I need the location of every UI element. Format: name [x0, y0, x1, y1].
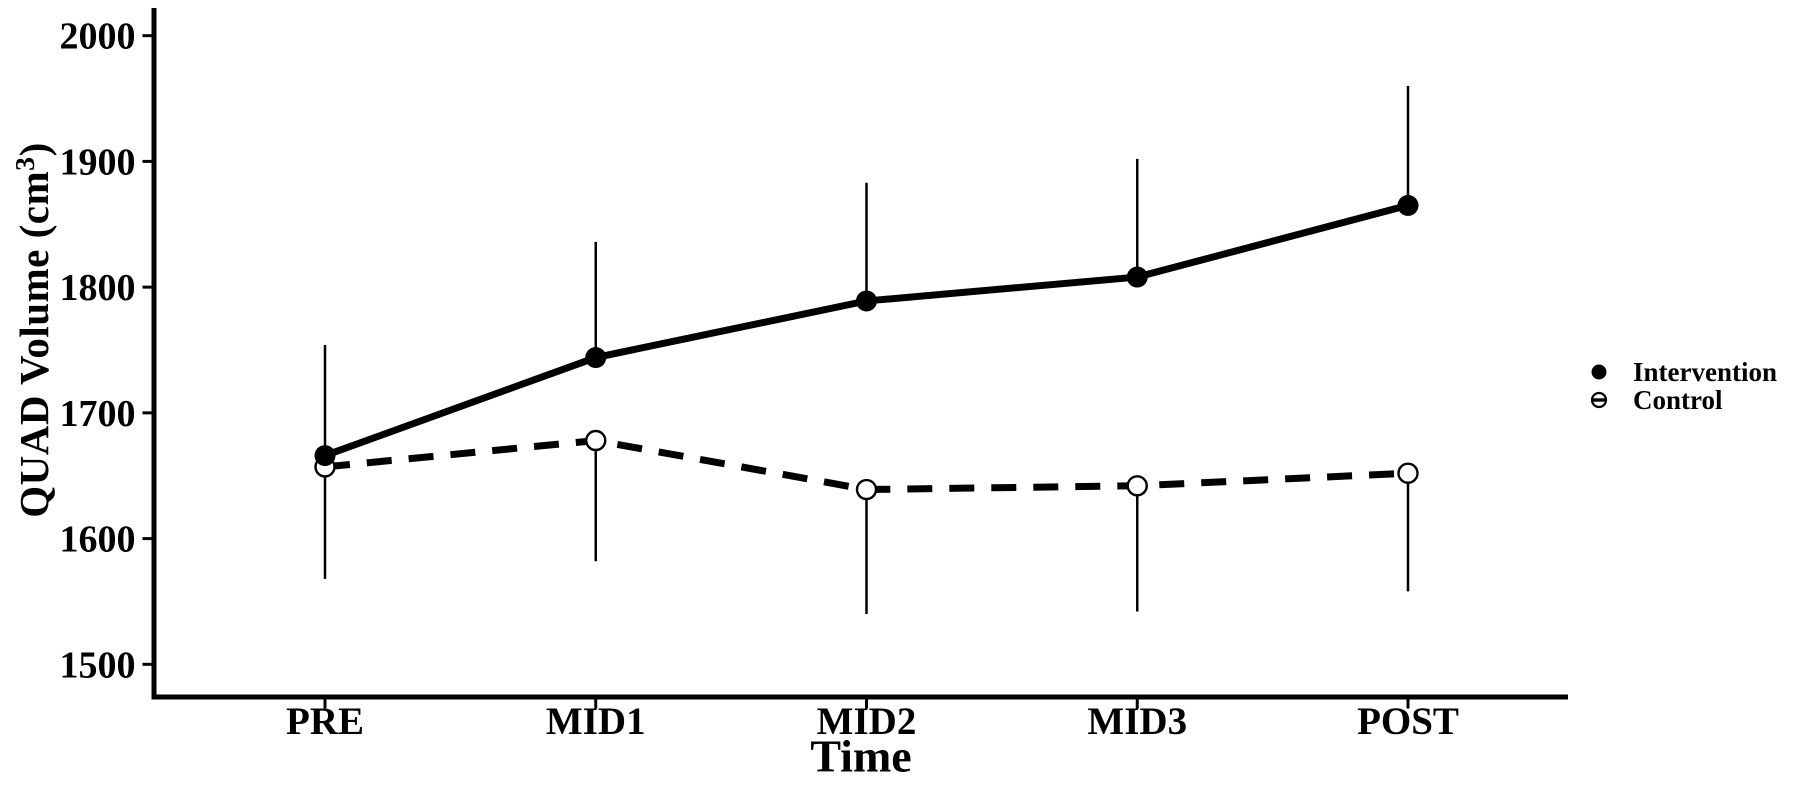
y-axis-title-text: QUAD Volume (cm	[11, 170, 57, 518]
y-axis-title-suffix: )	[11, 142, 57, 157]
x-tick-label-pre: PRE	[286, 700, 364, 743]
x-tick-label-post: POST	[1357, 700, 1459, 743]
x-tick-label-mid1: MID1	[546, 700, 646, 743]
filled-circle-icon	[1586, 360, 1612, 384]
legend-item-intervention: Intervention	[1586, 358, 1777, 386]
data-point-control-mid1	[585, 429, 607, 452]
y-tick-label: 1500	[60, 644, 136, 686]
data-point-control-mid3	[1126, 475, 1148, 497]
legend-label-control: Control	[1633, 384, 1723, 415]
data-point-intervention-pre	[314, 445, 336, 467]
y-axis-title: QUAD Volume (cm3)	[10, 142, 58, 517]
legend-item-control: Control	[1586, 386, 1777, 414]
legend: Intervention Control	[1586, 358, 1777, 414]
y-tick-label: 1600	[60, 519, 136, 561]
x-tick-label-mid3: MID3	[1087, 700, 1187, 743]
data-point-intervention-mid1	[585, 347, 607, 369]
x-tick-label-mid2: MID2	[817, 700, 917, 743]
y-tick-label: 1700	[60, 393, 136, 435]
y-tick-label: 1800	[60, 267, 136, 309]
legend-label-intervention: Intervention	[1633, 356, 1777, 387]
data-point-intervention-mid3	[1126, 266, 1148, 288]
y-tick-label: 2000	[60, 16, 136, 58]
open-circle-dash-icon	[1586, 388, 1612, 412]
x-axis-title: Time	[810, 730, 912, 782]
data-point-intervention-mid2	[856, 290, 877, 312]
data-point-intervention-post	[1397, 194, 1419, 216]
y-tick-label: 1900	[60, 141, 136, 183]
data-point-control-post	[1397, 462, 1419, 484]
data-point-control-mid2	[855, 478, 878, 501]
y-axis-title-superscript: 3	[10, 156, 41, 171]
